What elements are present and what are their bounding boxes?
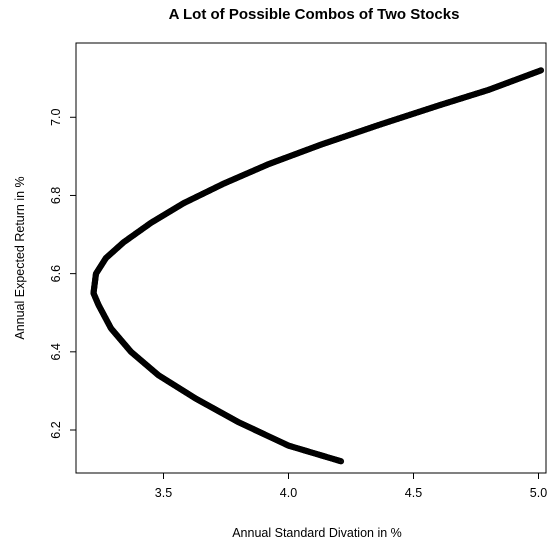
points-layer bbox=[90, 67, 545, 465]
x-tick-label: 4.5 bbox=[405, 486, 422, 500]
plot-frame bbox=[75, 42, 547, 474]
y-tick-label: 7.0 bbox=[49, 109, 63, 126]
y-tick-label: 6.2 bbox=[49, 421, 63, 438]
y-tick-label: 6.6 bbox=[49, 265, 63, 282]
chart-title: A Lot of Possible Combos of Two Stocks bbox=[169, 6, 460, 23]
x-axis-label: Annual Standard Divation in % bbox=[232, 526, 402, 540]
x-tick-label: 3.5 bbox=[155, 486, 172, 500]
x-axis: 3.5 4.0 4.5 5.0 bbox=[155, 473, 547, 500]
data-point bbox=[537, 67, 545, 74]
x-tick-label: 5.0 bbox=[530, 486, 547, 500]
y-tick-label: 6.4 bbox=[49, 343, 63, 360]
y-tick-label: 6.8 bbox=[49, 187, 63, 204]
x-tick-label: 4.0 bbox=[280, 486, 297, 500]
y-axis: 6.2 6.4 6.6 6.8 7.0 bbox=[49, 109, 76, 439]
y-axis-label: Annual Expected Return in % bbox=[13, 176, 27, 339]
